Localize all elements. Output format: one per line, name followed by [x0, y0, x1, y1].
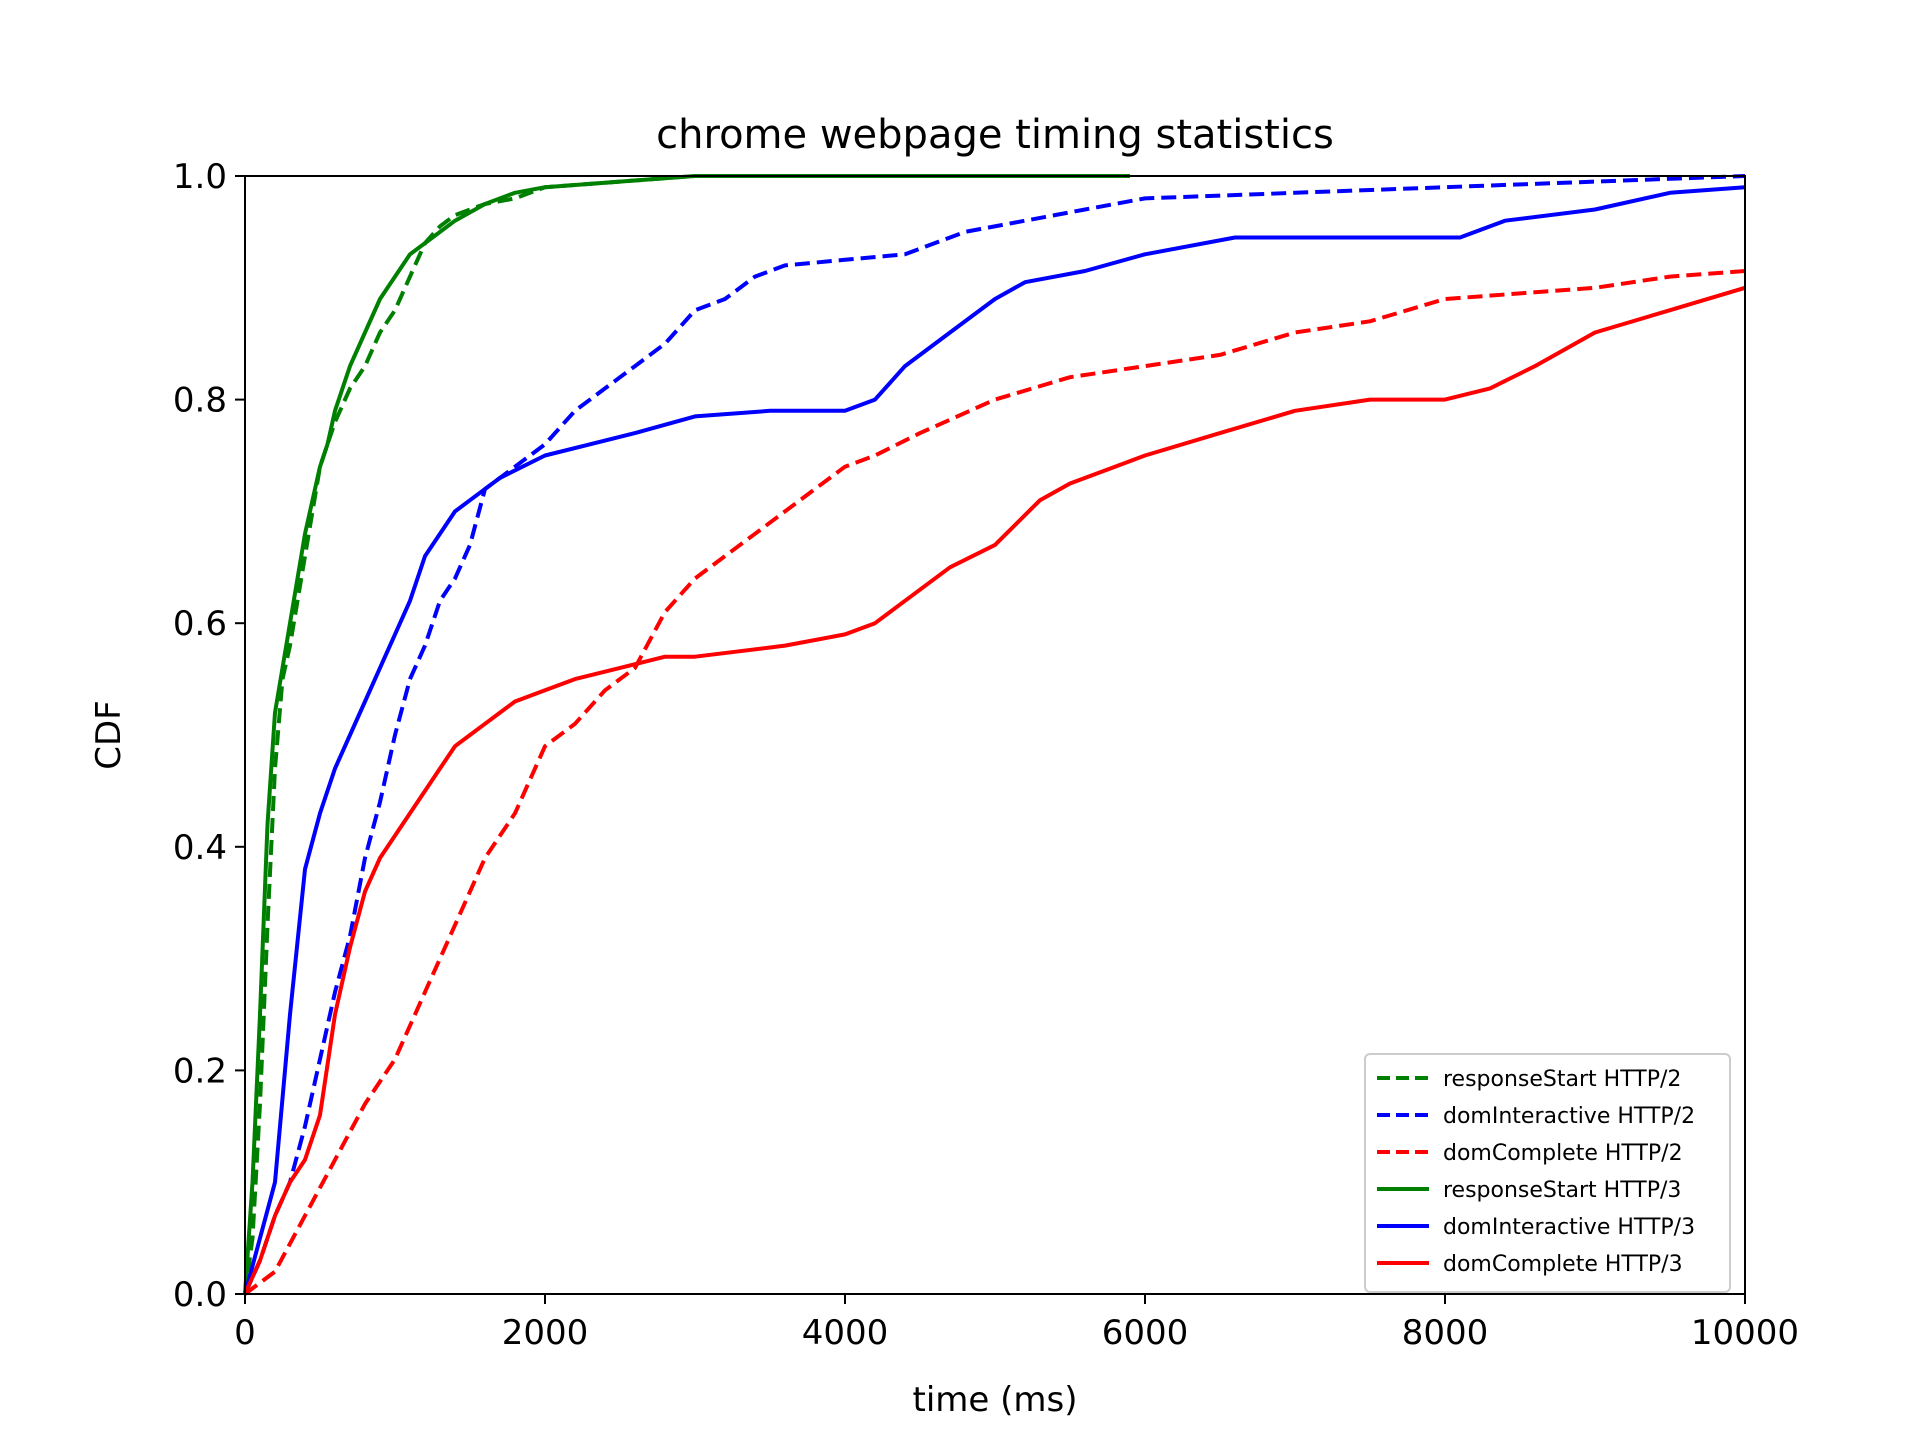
- y-axis-label: CDF: [89, 700, 129, 769]
- series-line-domcomplete-http-2: [243, 269, 1746, 1296]
- x-tick-label: 8000: [1402, 1313, 1489, 1353]
- legend-box: [1364, 1053, 1731, 1293]
- plot-lines: [243, 174, 1746, 1296]
- chart-title: chrome webpage timing statistics: [656, 112, 1334, 158]
- legend-label-dominteractive-http-3: domInteractive HTTP/3: [1443, 1215, 1695, 1240]
- x-tick-label: 10000: [1691, 1313, 1799, 1353]
- series-line-responsestart-http-2: [243, 174, 1130, 1295]
- legend: responseStart HTTP/2 domInteractive HTTP/…: [1364, 1053, 1731, 1293]
- series-line-dominteractive-http-2: [243, 174, 1746, 1295]
- y-tick-label: 1.0: [173, 157, 227, 197]
- y-tick-label: 0.8: [173, 381, 227, 421]
- x-tick-label: 6000: [1102, 1313, 1189, 1353]
- series-line-responsestart-http-3: [243, 174, 1130, 1295]
- y-tick-label: 0.0: [173, 1275, 227, 1315]
- x-ticks: 0 2000 4000 6000 8000 10000: [234, 1294, 1799, 1353]
- y-tick-label: 0.4: [173, 828, 227, 868]
- legend-label-domcomplete-http-3: domComplete HTTP/3: [1443, 1252, 1683, 1277]
- legend-label-responsestart-http-3: responseStart HTTP/3: [1443, 1178, 1681, 1203]
- y-tick-label: 0.2: [173, 1051, 227, 1091]
- series-line-dominteractive-http-3: [243, 185, 1746, 1295]
- legend-label-responsestart-http-2: responseStart HTTP/2: [1443, 1067, 1681, 1092]
- y-tick-label: 0.6: [173, 604, 227, 644]
- y-ticks: 0.0 0.2 0.4 0.6 0.8 1.0: [173, 157, 245, 1315]
- x-tick-label: 0: [234, 1313, 256, 1353]
- legend-label-domcomplete-http-2: domComplete HTTP/2: [1443, 1141, 1683, 1166]
- plot-frame: [244, 175, 1746, 1295]
- x-axis-label: time (ms): [913, 1380, 1078, 1420]
- x-tick-label: 4000: [802, 1313, 889, 1353]
- legend-label-dominteractive-http-2: domInteractive HTTP/2: [1443, 1104, 1695, 1129]
- x-tick-label: 2000: [502, 1313, 589, 1353]
- series-line-domcomplete-http-3: [243, 285, 1746, 1295]
